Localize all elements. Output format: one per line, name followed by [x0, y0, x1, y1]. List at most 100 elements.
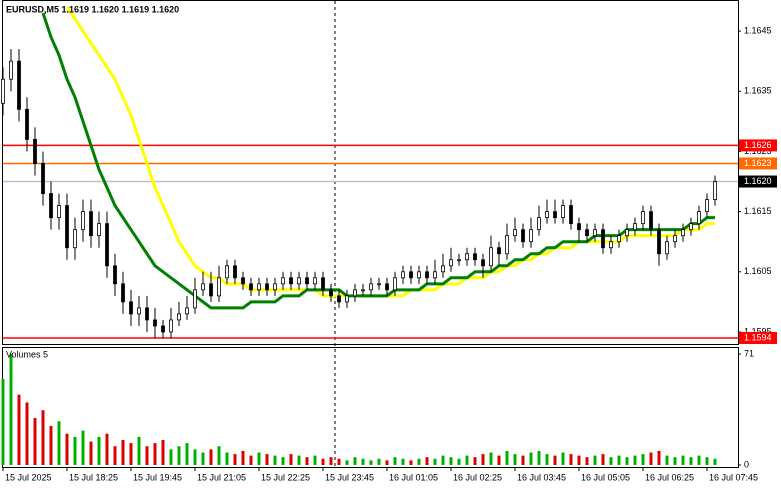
- candle-body: [89, 211, 93, 237]
- candle-body: [681, 229, 685, 237]
- level-box: [739, 139, 777, 152]
- y-tick-label: 1.1615: [744, 206, 772, 216]
- candle-body: [433, 271, 437, 279]
- volume-bar: [369, 460, 373, 465]
- volume-bar: [417, 458, 421, 465]
- level-box: [739, 175, 777, 188]
- volume-bar: [441, 455, 445, 465]
- volume-bar: [681, 455, 685, 465]
- volume-bar: [625, 457, 629, 465]
- level-label: 1.1620: [744, 176, 772, 186]
- volume-bar: [689, 457, 693, 465]
- candle-body: [705, 199, 709, 213]
- volume-bar: [577, 455, 581, 465]
- candle-body: [489, 247, 493, 267]
- candle-body: [9, 60, 13, 80]
- volume-bar: [9, 354, 13, 465]
- volume-bar: [265, 454, 269, 465]
- candle-body: [633, 223, 637, 231]
- candle-body: [281, 277, 285, 285]
- volume-bar: [209, 449, 213, 465]
- volume-bar: [97, 436, 101, 465]
- candle-body: [233, 265, 237, 279]
- candle-body: [57, 205, 61, 219]
- candle-body: [577, 223, 581, 231]
- candle-body: [225, 265, 229, 279]
- y-tick-label: 0: [744, 459, 749, 469]
- candle-body: [185, 307, 189, 315]
- candle-body: [385, 283, 389, 291]
- candle-body: [105, 223, 109, 267]
- candle-body: [409, 271, 413, 279]
- volume-bar: [489, 452, 493, 465]
- level-label: 1.1626: [744, 140, 772, 150]
- volume-bar: [81, 430, 85, 465]
- candle-body: [313, 277, 317, 285]
- candle-body: [137, 307, 141, 315]
- candle-body: [241, 277, 245, 285]
- volume-bar: [649, 452, 653, 465]
- price-panel-frame: [2, 0, 739, 345]
- candle-body: [601, 229, 605, 249]
- volume-bar: [161, 439, 165, 465]
- x-tick-label: 16 Jul 03:45: [517, 472, 566, 482]
- candle-body: [465, 253, 469, 261]
- level-box: [739, 331, 777, 344]
- volume-bar: [425, 457, 429, 465]
- candle-body: [25, 108, 29, 140]
- volume-bar: [385, 460, 389, 465]
- y-tick-label: 1.1605: [744, 266, 772, 276]
- volume-bar: [697, 455, 701, 465]
- volume-bar: [377, 458, 381, 465]
- x-tick-label: 15 Jul 21:05: [197, 472, 246, 482]
- volume-bar: [193, 449, 197, 465]
- candle-body: [697, 211, 701, 225]
- price-panel: 1.16451.16351.16251.16151.16051.15951.16…: [1, 6, 777, 344]
- candle-body: [249, 283, 253, 291]
- volume-bar: [169, 449, 173, 465]
- y-tick-label: 71: [744, 348, 754, 358]
- x-tick-label: 16 Jul 05:05: [581, 472, 630, 482]
- x-tick-label: 15 Jul 22:25: [261, 472, 310, 482]
- x-tick-label: 15 Jul 2025: [5, 472, 52, 482]
- candle-body: [321, 277, 325, 291]
- candle-body: [713, 181, 717, 200]
- volume-bar: [337, 458, 341, 465]
- volume-bar: [217, 446, 221, 465]
- volume-bar: [409, 460, 413, 465]
- volume-bar: [345, 460, 349, 465]
- candle-body: [129, 301, 133, 315]
- candle-body: [297, 277, 301, 285]
- volume-bar: [553, 455, 557, 465]
- volume-bar: [505, 450, 509, 465]
- volume-bar: [617, 455, 621, 465]
- candle-body: [521, 229, 525, 243]
- candle-body: [33, 139, 37, 164]
- volume-bar: [473, 457, 477, 465]
- candle-body: [345, 295, 349, 303]
- volume-bar: [113, 446, 117, 465]
- candle-body: [457, 259, 461, 262]
- candle-body: [97, 223, 101, 237]
- candle-body: [289, 277, 293, 285]
- x-tick-label: 15 Jul 18:25: [69, 472, 118, 482]
- volume-bar: [585, 457, 589, 465]
- candle-body: [497, 247, 501, 255]
- candle-body: [625, 229, 629, 237]
- candle-body: [425, 271, 429, 279]
- candle-body: [553, 211, 557, 219]
- moving-average: [65, 6, 715, 298]
- level-box: [739, 157, 777, 170]
- volume-bar: [561, 452, 565, 465]
- volume-bar: [145, 446, 149, 465]
- volume-bar: [665, 455, 669, 465]
- volume-bar: [257, 452, 261, 465]
- candle-body: [217, 277, 221, 297]
- candle-body: [505, 235, 509, 255]
- level-label: 1.1594: [744, 332, 772, 342]
- volume-bar: [329, 457, 333, 465]
- candle-body: [569, 205, 573, 225]
- candle-body: [121, 283, 125, 303]
- candle-body: [169, 319, 173, 333]
- x-tick-label: 16 Jul 07:45: [709, 472, 758, 482]
